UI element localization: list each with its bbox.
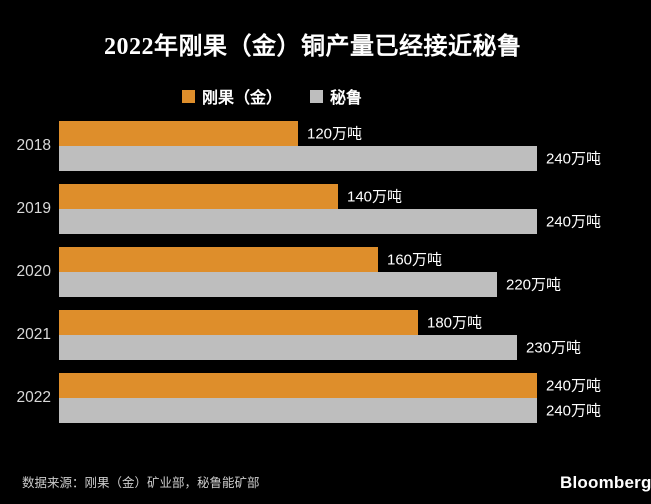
bar-peru-2022 — [59, 398, 537, 423]
year-label-2021: 2021 — [16, 326, 51, 343]
value-label-congo-2019: 140万吨 — [347, 188, 403, 206]
value-label-peru-2021: 230万吨 — [526, 339, 582, 357]
year-label-2019: 2019 — [16, 200, 51, 217]
legend: 刚果（金） 秘鲁 — [182, 84, 362, 108]
bar-peru-2019 — [59, 209, 537, 234]
value-label-peru-2018: 240万吨 — [546, 150, 602, 168]
legend-item-peru: 秘鲁 — [310, 84, 362, 108]
bar-congo-2019 — [59, 184, 338, 209]
value-label-peru-2022: 240万吨 — [546, 402, 602, 420]
chart-row-2018: 2018 120万吨 240万吨 — [17, 121, 651, 171]
bloomberg-logo: Bloomberg — [560, 473, 651, 492]
bar-peru-2021 — [59, 335, 517, 360]
year-label-2018: 2018 — [16, 137, 51, 154]
bar-congo-2020 — [59, 247, 378, 272]
legend-swatch-congo-icon — [182, 90, 195, 103]
value-label-congo-2018: 120万吨 — [307, 125, 363, 143]
bar-peru-2020 — [59, 272, 497, 297]
bar-congo-2018 — [59, 121, 298, 146]
chart-title: 2022年刚果（金）铜产量已经接近秘鲁 — [104, 34, 522, 60]
plot-area: 2018 120万吨 240万吨 2019 140万吨 240万吨 2020 160万吨 220… — [17, 121, 651, 436]
chart-row-2021: 2021 180万吨 230万吨 — [17, 310, 651, 360]
legend-item-congo: 刚果（金） — [182, 84, 282, 108]
year-label-2020: 2020 — [16, 263, 51, 280]
legend-label-congo: 刚果（金） — [202, 90, 283, 107]
chart-row-2022: 2022 240万吨 240万吨 — [17, 373, 651, 423]
value-label-peru-2019: 240万吨 — [546, 213, 602, 231]
legend-label-peru: 秘鲁 — [330, 90, 363, 107]
source-note: 数据来源：刚果（金）矿业部，秘鲁能矿部 — [22, 476, 260, 490]
value-label-congo-2022: 240万吨 — [546, 377, 602, 395]
value-label-peru-2020: 220万吨 — [506, 276, 562, 294]
bar-congo-2021 — [59, 310, 418, 335]
bar-peru-2018 — [59, 146, 537, 171]
year-label-2022: 2022 — [16, 389, 51, 406]
legend-swatch-peru-icon — [310, 90, 324, 103]
value-label-congo-2020: 160万吨 — [387, 251, 443, 269]
bar-congo-2022 — [59, 373, 537, 398]
value-label-congo-2021: 180万吨 — [427, 314, 483, 332]
chart-row-2019: 2019 140万吨 240万吨 — [17, 184, 651, 234]
chart-row-2020: 2020 160万吨 220万吨 — [17, 247, 651, 297]
